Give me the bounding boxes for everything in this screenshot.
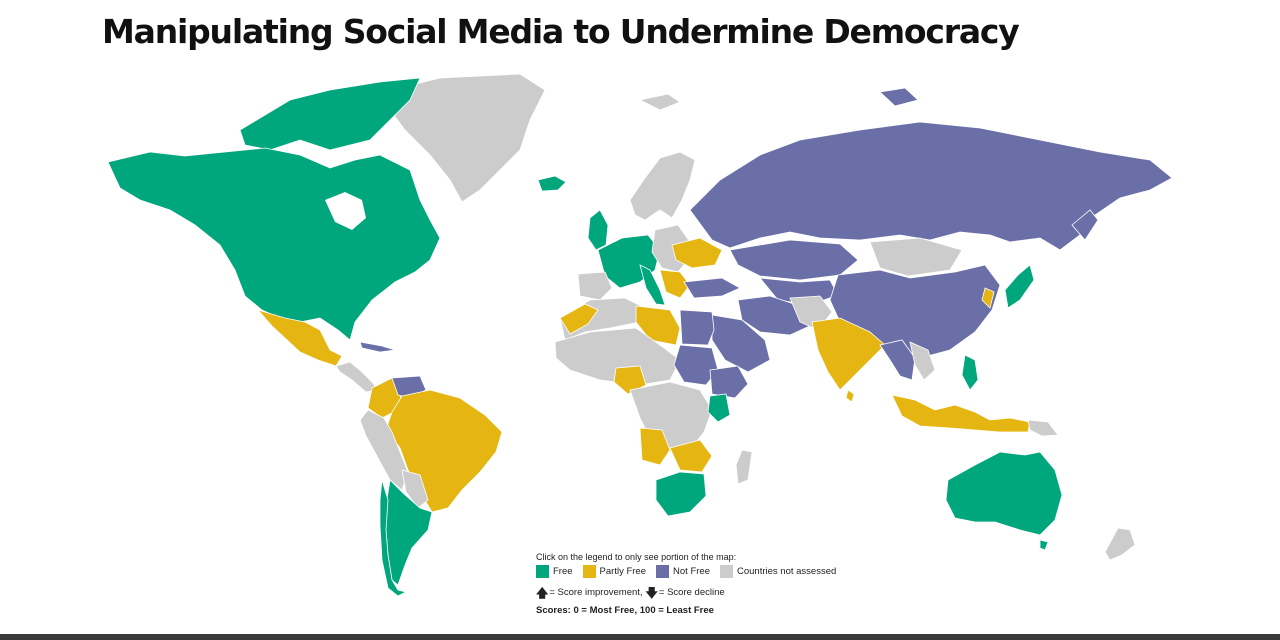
- region-ukraine[interactable]: [671, 237, 723, 269]
- region-paraguay-bolivia[interactable]: [401, 469, 429, 509]
- arrow-down-icon: 🡇: [645, 585, 658, 600]
- window-bottom-edge: [0, 634, 1280, 640]
- region-russia[interactable]: [689, 121, 1173, 251]
- score-improvement-text: = Score improvement,: [549, 587, 643, 598]
- region-hudson-bay: [325, 192, 366, 230]
- region-egypt[interactable]: [679, 309, 715, 346]
- region-turkey[interactable]: [683, 277, 741, 299]
- region-italy[interactable]: [639, 264, 666, 306]
- legend-items: Free Partly Free Not Free Countries not …: [536, 565, 846, 578]
- legend-label-not-assessed: Countries not assessed: [736, 566, 837, 577]
- region-sudan[interactable]: [673, 344, 719, 386]
- region-southern-africa-partly[interactable]: [669, 439, 713, 473]
- region-mongolia[interactable]: [869, 237, 963, 277]
- region-andes[interactable]: [359, 409, 409, 491]
- legend-swatch-free: [536, 565, 549, 578]
- map-legend: Click on the legend to only see portion …: [536, 552, 846, 616]
- legend-item-free[interactable]: Free: [536, 565, 573, 578]
- region-vietnam[interactable]: [909, 341, 936, 381]
- region-kenya[interactable]: [707, 393, 731, 423]
- region-greenland[interactable]: [389, 73, 546, 203]
- region-caribbean[interactable]: [359, 341, 396, 353]
- legend-label-free: Free: [553, 566, 573, 577]
- region-india[interactable]: [811, 317, 886, 391]
- region-korea[interactable]: [981, 287, 995, 309]
- region-angola[interactable]: [639, 427, 671, 466]
- world-map-svg[interactable]: [0, 60, 1280, 620]
- score-decline-text: = Score decline: [658, 587, 725, 598]
- legend-instruction: Click on the legend to only see portion …: [536, 552, 737, 562]
- region-ethiopia[interactable]: [709, 365, 749, 399]
- region-new-zealand[interactable]: [1104, 527, 1136, 561]
- region-central-america[interactable]: [335, 361, 379, 393]
- region-png[interactable]: [1027, 419, 1059, 437]
- region-myanmar-thai[interactable]: [879, 339, 916, 381]
- legend-item-not-assessed[interactable]: Countries not assessed: [719, 565, 837, 578]
- score-change-note: 🡅 = Score improvement, 🡇 = Score decline: [536, 585, 846, 600]
- region-philippines[interactable]: [961, 354, 979, 391]
- region-chile[interactable]: [379, 479, 408, 597]
- region-sri-lanka[interactable]: [845, 389, 855, 403]
- legend-label-partly-free: Partly Free: [599, 566, 647, 577]
- legend-label-not-free: Not Free: [673, 566, 710, 577]
- region-australia[interactable]: [945, 451, 1063, 536]
- region-iceland[interactable]: [537, 175, 567, 192]
- map-title: Manipulating Social Media to Undermine D…: [102, 12, 1020, 51]
- region-uk[interactable]: [587, 209, 609, 251]
- region-sahel[interactable]: [554, 327, 681, 386]
- region-novaya[interactable]: [879, 87, 919, 107]
- region-svalbard[interactable]: [638, 93, 681, 111]
- region-morocco[interactable]: [559, 303, 599, 335]
- world-map[interactable]: [0, 60, 1280, 620]
- legend-item-partly-free[interactable]: Partly Free: [582, 565, 647, 578]
- region-kazakhstan[interactable]: [729, 239, 859, 281]
- region-arabia[interactable]: [711, 314, 771, 373]
- region-balkans[interactable]: [659, 269, 691, 299]
- region-north-america[interactable]: [107, 147, 441, 341]
- legend-swatch-partly-free: [582, 565, 596, 578]
- region-mexico[interactable]: [256, 309, 343, 367]
- region-japan[interactable]: [1004, 264, 1035, 309]
- region-canada-arctic[interactable]: [239, 77, 421, 151]
- region-south-africa[interactable]: [655, 471, 707, 517]
- legend-item-not-free[interactable]: Not Free: [656, 565, 710, 578]
- arrow-up-icon: 🡅: [536, 585, 549, 600]
- region-scandinavia[interactable]: [629, 151, 696, 221]
- legend-swatch-not-free: [656, 565, 670, 578]
- region-madagascar[interactable]: [735, 449, 753, 485]
- region-tasmania[interactable]: [1039, 539, 1049, 551]
- region-iberia[interactable]: [577, 271, 613, 301]
- scores-scale-note: Scores: 0 = Most Free, 100 = Least Free: [536, 605, 714, 616]
- legend-swatch-not-assessed: [719, 565, 733, 578]
- region-indonesia[interactable]: [891, 394, 1031, 433]
- region-libya[interactable]: [635, 305, 681, 346]
- region-kamchatka[interactable]: [1071, 209, 1099, 241]
